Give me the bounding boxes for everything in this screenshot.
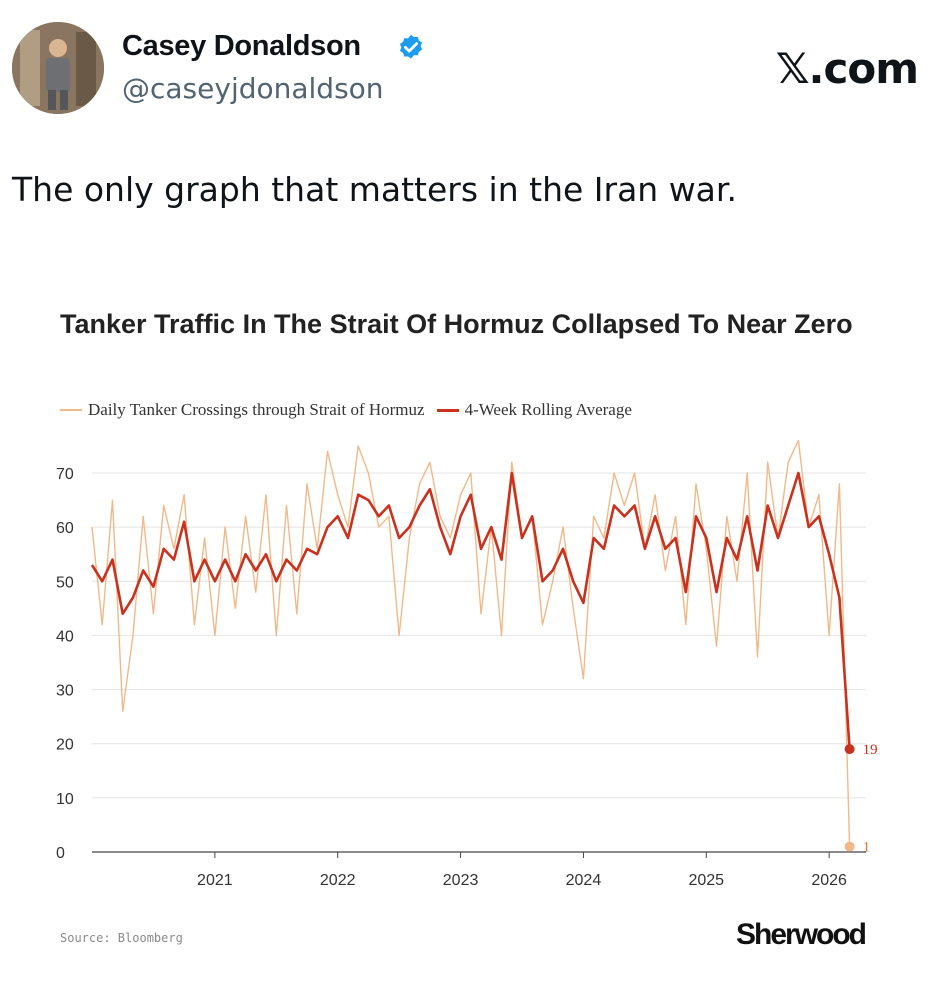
x-tick-label: 2024 — [566, 872, 602, 889]
legend-swatch-average — [436, 408, 459, 412]
end-label: 19 — [863, 742, 878, 758]
user-handle[interactable]: @caseyjdonaldson — [122, 72, 384, 105]
avatar-photo — [12, 22, 104, 114]
end-label: 1 — [863, 840, 871, 856]
chart-source: Source: Bloomberg — [60, 931, 183, 945]
x-tick-label: 2022 — [320, 872, 356, 889]
series-line-average — [90, 471, 851, 750]
tweet-text: The only graph that matters in the Iran … — [12, 170, 737, 209]
chart-legend: Daily Tanker Crossings through Strait of… — [60, 400, 644, 420]
legend-label-average: 4-Week Rolling Average — [464, 400, 632, 419]
y-tick-label: 60 — [56, 520, 74, 537]
y-tick-label: 50 — [56, 574, 74, 591]
x-logo: 𝕏.com — [775, 44, 919, 93]
legend-swatch-daily — [60, 409, 82, 411]
end-marker — [844, 744, 855, 755]
legend-label-daily: Daily Tanker Crossings through Strait of… — [88, 400, 425, 419]
avatar[interactable] — [12, 22, 104, 114]
end-marker — [844, 841, 855, 852]
legend-item-average: 4-Week Rolling Average — [436, 400, 632, 420]
x-tick-label: 2023 — [443, 872, 479, 889]
sherwood-logo: Sherwood — [736, 918, 867, 951]
y-tick-label: 20 — [56, 737, 74, 754]
x-tick-label: 2021 — [197, 872, 233, 889]
display-name[interactable]: Casey Donaldson — [122, 30, 361, 62]
verified-badge-icon — [400, 34, 422, 59]
chart-title: Tanker Traffic In The Strait Of Hormuz C… — [60, 309, 853, 339]
y-tick-label: 0 — [56, 845, 65, 862]
legend-item-daily: Daily Tanker Crossings through Strait of… — [60, 400, 425, 420]
x-tick-label: 2025 — [688, 872, 724, 889]
y-tick-label: 70 — [56, 466, 74, 483]
x-tick-label: 2026 — [811, 872, 847, 889]
y-tick-label: 10 — [56, 791, 74, 808]
y-tick-label: 40 — [56, 628, 74, 645]
y-tick-label: 30 — [56, 683, 74, 700]
